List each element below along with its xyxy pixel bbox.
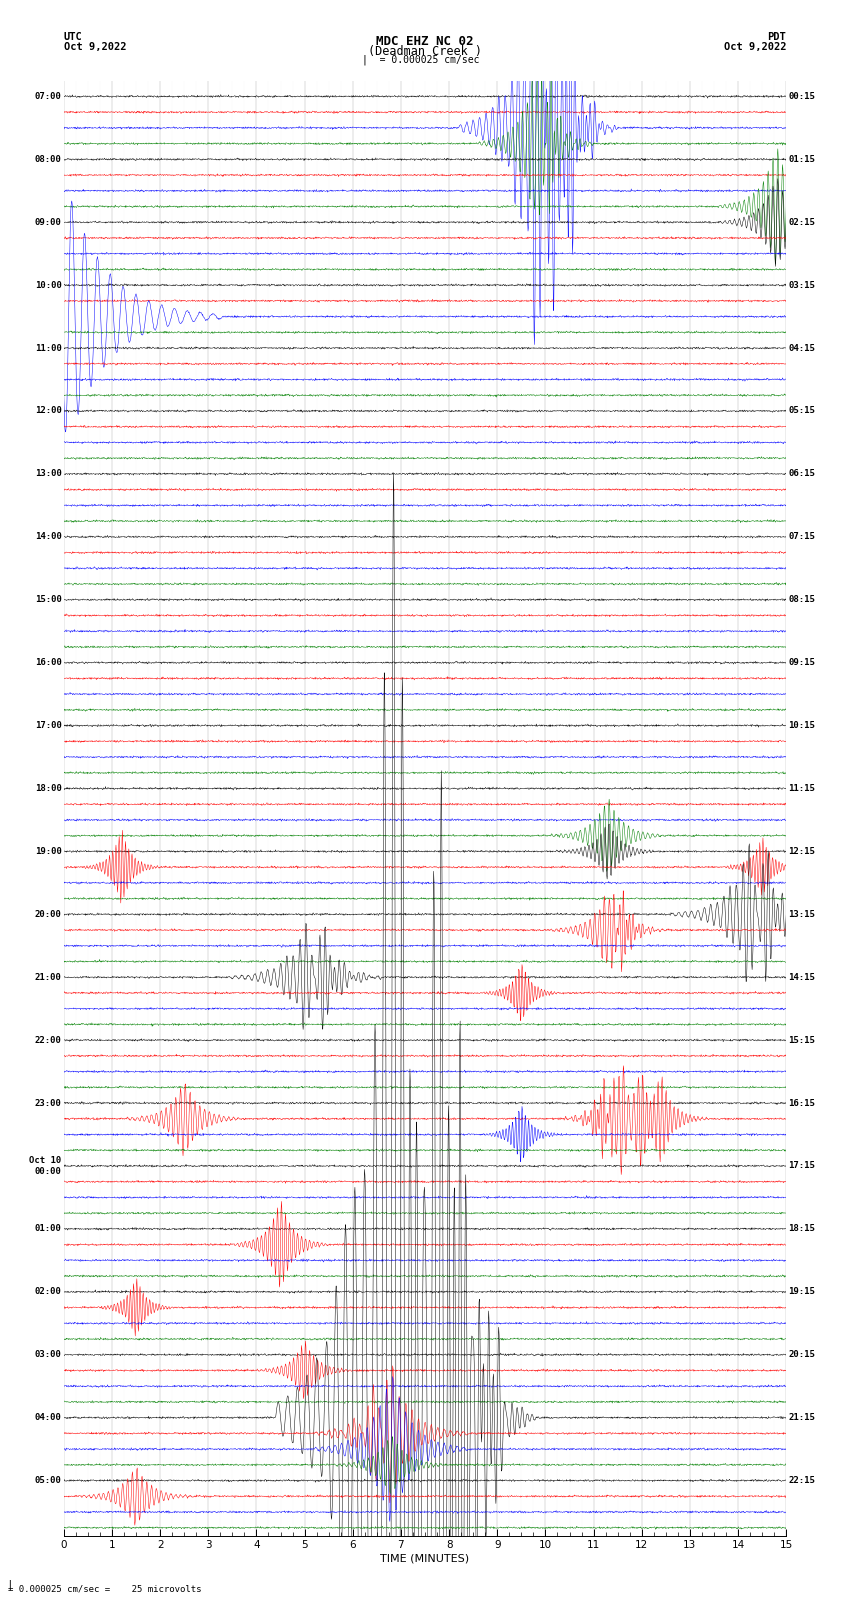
Text: 05:00: 05:00	[35, 1476, 61, 1486]
Text: 12:00: 12:00	[35, 406, 61, 416]
Text: 07:15: 07:15	[789, 532, 815, 542]
Text: PDT: PDT	[768, 32, 786, 42]
Text: 17:00: 17:00	[35, 721, 61, 731]
Text: 02:00: 02:00	[35, 1287, 61, 1297]
Text: 10:00: 10:00	[35, 281, 61, 290]
Text: 04:15: 04:15	[789, 344, 815, 353]
Text: 13:15: 13:15	[789, 910, 815, 919]
Text: UTC: UTC	[64, 32, 82, 42]
Text: 17:15: 17:15	[789, 1161, 815, 1171]
Text: 02:15: 02:15	[789, 218, 815, 227]
Text: 15:15: 15:15	[789, 1036, 815, 1045]
Text: 01:15: 01:15	[789, 155, 815, 165]
Text: 21:15: 21:15	[789, 1413, 815, 1423]
Text: 20:15: 20:15	[789, 1350, 815, 1360]
Text: 18:00: 18:00	[35, 784, 61, 794]
Text: (Deadman Creek ): (Deadman Creek )	[368, 45, 482, 58]
Text: 08:15: 08:15	[789, 595, 815, 605]
Text: 16:15: 16:15	[789, 1098, 815, 1108]
Text: |  = 0.000025 cm/sec: | = 0.000025 cm/sec	[362, 55, 479, 66]
Text: 08:00: 08:00	[35, 155, 61, 165]
Text: 04:00: 04:00	[35, 1413, 61, 1423]
Text: 21:00: 21:00	[35, 973, 61, 982]
Text: Oct 9,2022: Oct 9,2022	[64, 42, 127, 52]
Text: 13:00: 13:00	[35, 469, 61, 479]
Text: 06:15: 06:15	[789, 469, 815, 479]
Text: 03:15: 03:15	[789, 281, 815, 290]
Text: 23:00: 23:00	[35, 1098, 61, 1108]
Text: 09:00: 09:00	[35, 218, 61, 227]
Text: 14:15: 14:15	[789, 973, 815, 982]
Text: 05:15: 05:15	[789, 406, 815, 416]
Text: |: |	[6, 1579, 13, 1590]
Text: Oct 9,2022: Oct 9,2022	[723, 42, 786, 52]
Text: 22:00: 22:00	[35, 1036, 61, 1045]
Text: 01:00: 01:00	[35, 1224, 61, 1234]
Text: 03:00: 03:00	[35, 1350, 61, 1360]
Text: 19:15: 19:15	[789, 1287, 815, 1297]
X-axis label: TIME (MINUTES): TIME (MINUTES)	[381, 1553, 469, 1563]
Text: 09:15: 09:15	[789, 658, 815, 668]
Text: 16:00: 16:00	[35, 658, 61, 668]
Text: 07:00: 07:00	[35, 92, 61, 102]
Text: 20:00: 20:00	[35, 910, 61, 919]
Text: 19:00: 19:00	[35, 847, 61, 857]
Text: Oct 10
00:00: Oct 10 00:00	[30, 1157, 61, 1176]
Text: MDC EHZ NC 02: MDC EHZ NC 02	[377, 35, 473, 48]
Text: 15:00: 15:00	[35, 595, 61, 605]
Text: = 0.000025 cm/sec =    25 microvolts: = 0.000025 cm/sec = 25 microvolts	[8, 1584, 202, 1594]
Text: 11:15: 11:15	[789, 784, 815, 794]
Text: 14:00: 14:00	[35, 532, 61, 542]
Text: 12:15: 12:15	[789, 847, 815, 857]
Text: 10:15: 10:15	[789, 721, 815, 731]
Text: 18:15: 18:15	[789, 1224, 815, 1234]
Text: 11:00: 11:00	[35, 344, 61, 353]
Text: 22:15: 22:15	[789, 1476, 815, 1486]
Text: 00:15: 00:15	[789, 92, 815, 102]
